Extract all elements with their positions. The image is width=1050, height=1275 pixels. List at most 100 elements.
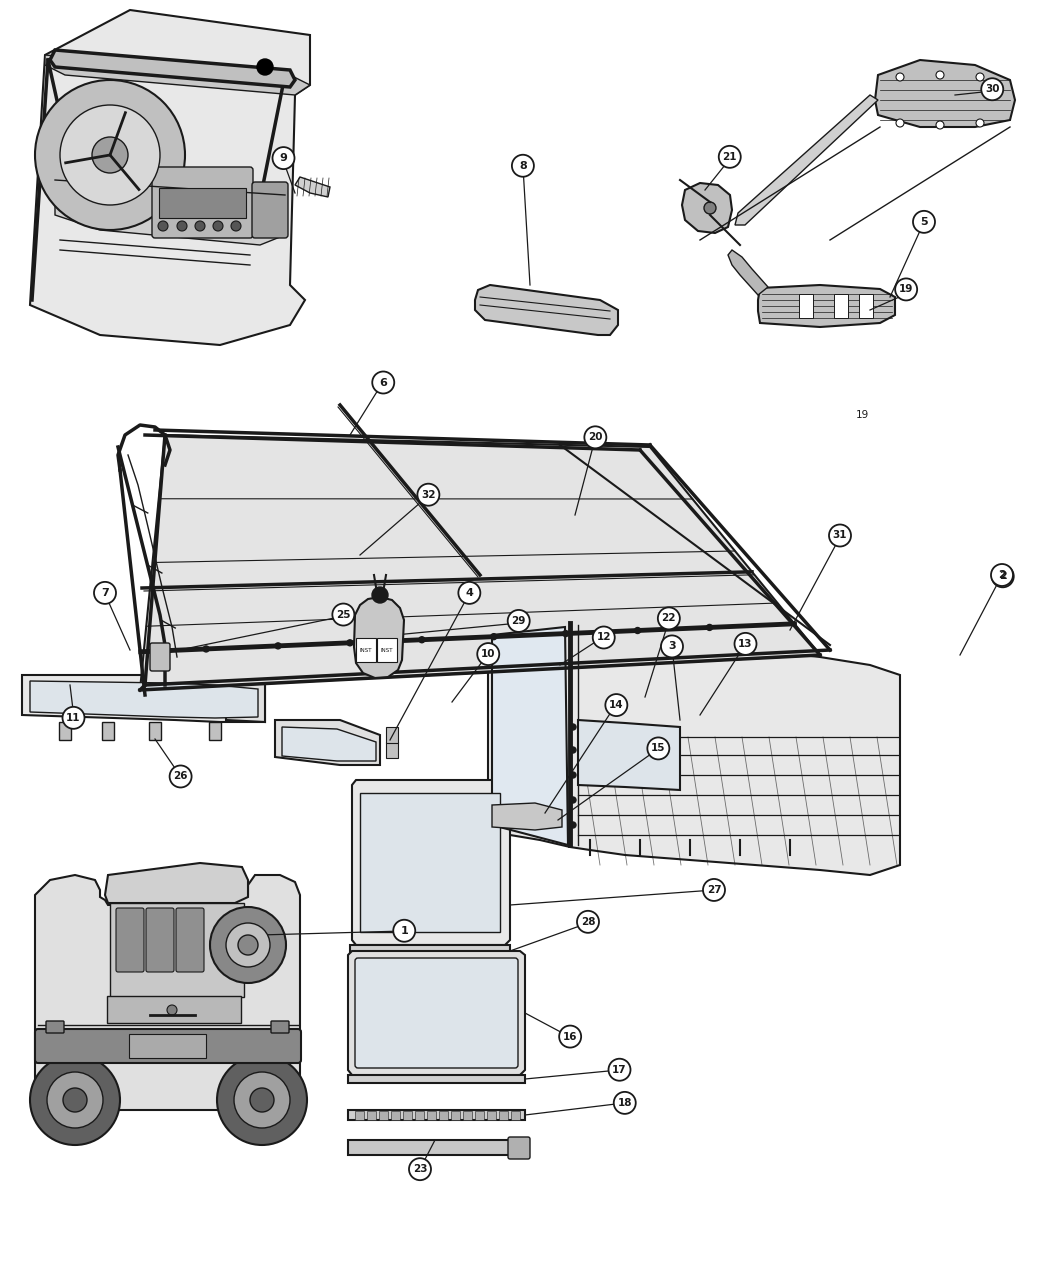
Circle shape bbox=[63, 1088, 87, 1112]
Polygon shape bbox=[360, 793, 500, 932]
FancyBboxPatch shape bbox=[116, 908, 144, 972]
FancyBboxPatch shape bbox=[129, 1034, 206, 1058]
Circle shape bbox=[704, 201, 716, 214]
Polygon shape bbox=[102, 722, 114, 740]
Circle shape bbox=[234, 1072, 290, 1128]
Circle shape bbox=[203, 646, 209, 652]
FancyBboxPatch shape bbox=[35, 1029, 301, 1063]
Circle shape bbox=[47, 1072, 103, 1128]
Circle shape bbox=[158, 221, 168, 231]
Text: 15: 15 bbox=[651, 743, 666, 754]
FancyBboxPatch shape bbox=[377, 638, 397, 662]
Polygon shape bbox=[348, 1075, 525, 1082]
Polygon shape bbox=[105, 863, 248, 903]
Circle shape bbox=[195, 221, 205, 231]
Text: 2: 2 bbox=[999, 571, 1007, 581]
FancyBboxPatch shape bbox=[159, 187, 246, 218]
Circle shape bbox=[735, 632, 756, 655]
Text: 27: 27 bbox=[707, 885, 721, 895]
Polygon shape bbox=[475, 286, 618, 335]
Text: 6: 6 bbox=[379, 377, 387, 388]
Circle shape bbox=[210, 907, 286, 983]
Text: 1: 1 bbox=[400, 926, 408, 936]
FancyBboxPatch shape bbox=[486, 1111, 496, 1119]
Circle shape bbox=[570, 724, 576, 731]
Circle shape bbox=[570, 771, 576, 778]
FancyBboxPatch shape bbox=[150, 643, 170, 671]
Polygon shape bbox=[488, 620, 900, 875]
Polygon shape bbox=[282, 727, 376, 761]
Polygon shape bbox=[682, 184, 732, 233]
Circle shape bbox=[170, 765, 191, 788]
Polygon shape bbox=[22, 674, 265, 722]
Circle shape bbox=[478, 643, 499, 666]
Circle shape bbox=[662, 635, 682, 658]
Polygon shape bbox=[348, 1140, 513, 1155]
Text: 25: 25 bbox=[336, 609, 351, 620]
Text: 11: 11 bbox=[66, 713, 81, 723]
FancyBboxPatch shape bbox=[508, 1137, 530, 1159]
Circle shape bbox=[238, 935, 258, 955]
Circle shape bbox=[394, 919, 415, 942]
FancyBboxPatch shape bbox=[799, 295, 813, 317]
Circle shape bbox=[593, 626, 614, 649]
Text: 20: 20 bbox=[588, 432, 603, 442]
Circle shape bbox=[658, 607, 679, 630]
Circle shape bbox=[648, 737, 669, 760]
Text: 26: 26 bbox=[173, 771, 188, 782]
Circle shape bbox=[226, 923, 270, 966]
FancyBboxPatch shape bbox=[426, 1111, 436, 1119]
Circle shape bbox=[585, 426, 606, 449]
Text: 29: 29 bbox=[511, 616, 526, 626]
Circle shape bbox=[634, 627, 640, 634]
Circle shape bbox=[896, 278, 917, 301]
Circle shape bbox=[578, 910, 598, 933]
Polygon shape bbox=[140, 435, 820, 690]
Circle shape bbox=[936, 71, 944, 79]
Polygon shape bbox=[735, 96, 878, 224]
Circle shape bbox=[614, 1091, 635, 1114]
Text: 32: 32 bbox=[421, 490, 436, 500]
Text: 16: 16 bbox=[563, 1031, 578, 1042]
FancyBboxPatch shape bbox=[450, 1111, 460, 1119]
Text: 5: 5 bbox=[920, 217, 928, 227]
Text: 7: 7 bbox=[101, 588, 109, 598]
Circle shape bbox=[606, 694, 627, 717]
Polygon shape bbox=[209, 722, 220, 740]
Circle shape bbox=[707, 625, 713, 630]
Text: 31: 31 bbox=[833, 530, 847, 541]
Circle shape bbox=[177, 221, 187, 231]
Circle shape bbox=[257, 59, 273, 75]
FancyBboxPatch shape bbox=[271, 1021, 289, 1033]
FancyBboxPatch shape bbox=[510, 1111, 520, 1119]
Circle shape bbox=[570, 747, 576, 754]
Polygon shape bbox=[275, 720, 380, 765]
Text: 22: 22 bbox=[662, 613, 676, 623]
Circle shape bbox=[418, 483, 439, 506]
Circle shape bbox=[991, 564, 1013, 586]
Polygon shape bbox=[352, 780, 510, 945]
Circle shape bbox=[936, 121, 944, 129]
Circle shape bbox=[250, 1088, 274, 1112]
Polygon shape bbox=[226, 680, 265, 722]
Circle shape bbox=[830, 524, 850, 547]
Polygon shape bbox=[35, 875, 300, 1111]
Polygon shape bbox=[354, 597, 404, 678]
FancyBboxPatch shape bbox=[356, 638, 376, 662]
Circle shape bbox=[419, 636, 425, 643]
Circle shape bbox=[30, 1054, 120, 1145]
FancyBboxPatch shape bbox=[176, 908, 204, 972]
Circle shape bbox=[459, 581, 480, 604]
Text: 30: 30 bbox=[985, 84, 1000, 94]
Circle shape bbox=[609, 1058, 630, 1081]
Text: 17: 17 bbox=[612, 1065, 627, 1075]
Circle shape bbox=[231, 221, 242, 231]
FancyBboxPatch shape bbox=[110, 903, 244, 997]
Circle shape bbox=[63, 706, 84, 729]
Circle shape bbox=[508, 609, 529, 632]
FancyBboxPatch shape bbox=[462, 1111, 471, 1119]
Polygon shape bbox=[875, 60, 1015, 128]
Polygon shape bbox=[45, 55, 310, 96]
Circle shape bbox=[346, 640, 353, 646]
Polygon shape bbox=[492, 627, 568, 845]
